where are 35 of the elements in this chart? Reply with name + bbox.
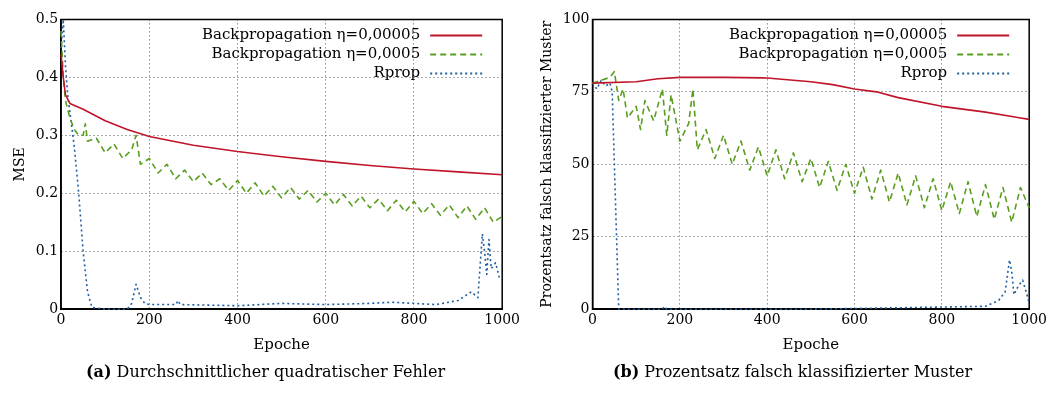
y-axis-title: Prozentsatz falsch klassifizierter Muster [538, 20, 555, 308]
x-tick-label: 1000 [1011, 311, 1048, 328]
line-series [60, 30, 503, 224]
text: (b) Prozentsatz falsch klassifizierter Muster [612, 362, 973, 381]
x-tick-label: 800 [400, 311, 428, 328]
y-tick-label: 0 [49, 299, 59, 316]
x-axis-title: Epoche [782, 334, 840, 353]
y-tick-label: 100 [562, 10, 590, 27]
y-tick-label: 0.4 [35, 68, 59, 84]
x-axis-title: Epoche [253, 334, 310, 353]
x-tick-label: 600 [312, 311, 340, 328]
x-tick-label: 1000 [484, 311, 521, 328]
y-tick-label: 0 [580, 299, 590, 316]
x-tick-label: 600 [841, 311, 868, 328]
x-tick-label: 200 [666, 311, 694, 328]
x-tick-label: 800 [928, 311, 956, 328]
y-axis-title: MSE [11, 147, 28, 182]
legend-label: Backpropagation η=0,00005 [201, 25, 421, 44]
y-tick-label: 0.5 [35, 10, 59, 27]
x-tick-label: 200 [135, 311, 163, 328]
y-tick-label: 50 [571, 154, 590, 171]
y-tick-label: 0.2 [35, 183, 59, 200]
y-tick-label: 75 [571, 82, 590, 99]
line-series [60, 18, 501, 310]
legend-label: Backpropagation η=0,00005 [728, 25, 948, 44]
x-tick-label: 400 [753, 311, 781, 328]
text: (a) Durchschnittlicher quadratischer Fehler [85, 362, 446, 381]
y-tick-label: 25 [571, 227, 590, 244]
legend-label: Rprop [373, 63, 421, 82]
y-tick-label: 0.3 [35, 125, 59, 142]
legend-label: Backpropagation η=0,0005 [211, 44, 421, 63]
y-tick-label: 0.1 [35, 241, 59, 258]
legend-label: Rprop [900, 63, 948, 82]
x-tick-label: 400 [224, 311, 251, 328]
legend-label: Backpropagation η=0,0005 [738, 44, 948, 63]
